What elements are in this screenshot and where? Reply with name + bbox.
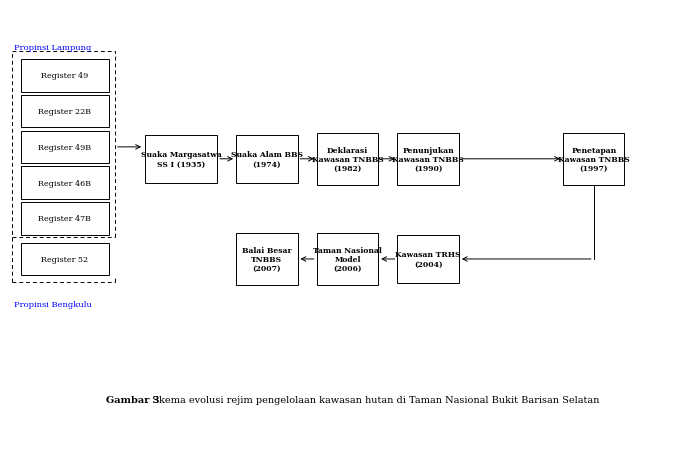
Text: Suaka Alam BBS
(1974): Suaka Alam BBS (1974) — [231, 151, 303, 168]
Text: Penetapan
Kawasan TNBBS
(1997): Penetapan Kawasan TNBBS (1997) — [558, 146, 629, 173]
FancyBboxPatch shape — [21, 60, 109, 92]
Text: Register 47B: Register 47B — [38, 215, 92, 223]
Text: Register 46B: Register 46B — [38, 179, 92, 187]
FancyBboxPatch shape — [317, 233, 378, 286]
FancyBboxPatch shape — [236, 136, 298, 183]
Text: Register 52: Register 52 — [42, 256, 88, 263]
Text: Suaka Margasatwa
SS I (1935): Suaka Margasatwa SS I (1935) — [141, 151, 222, 168]
Text: Taman Nasional
Model
(2006): Taman Nasional Model (2006) — [313, 246, 382, 273]
FancyBboxPatch shape — [317, 133, 378, 186]
FancyBboxPatch shape — [21, 167, 109, 199]
FancyBboxPatch shape — [21, 131, 109, 164]
FancyBboxPatch shape — [397, 236, 459, 283]
Text: Deklarasi
Kawasan TNBBS
(1982): Deklarasi Kawasan TNBBS (1982) — [312, 146, 383, 173]
Text: Kawasan TRHS
(2004): Kawasan TRHS (2004) — [395, 251, 461, 268]
Text: Register 49: Register 49 — [41, 72, 89, 80]
FancyBboxPatch shape — [397, 133, 459, 186]
Text: Propinsi Bengkulu: Propinsi Bengkulu — [14, 300, 92, 308]
Text: Gambar 3: Gambar 3 — [106, 396, 159, 404]
FancyBboxPatch shape — [146, 136, 218, 183]
Text: Propinsi Lampung: Propinsi Lampung — [14, 44, 91, 51]
FancyBboxPatch shape — [21, 243, 109, 276]
Text: Penunjukan
Kawasan TNBBS
(1990): Penunjukan Kawasan TNBBS (1990) — [393, 146, 464, 173]
FancyBboxPatch shape — [21, 203, 109, 235]
FancyBboxPatch shape — [236, 233, 298, 286]
Text: Register 49B: Register 49B — [38, 144, 92, 151]
FancyBboxPatch shape — [563, 133, 624, 186]
Text: Register 22B: Register 22B — [38, 108, 92, 116]
Text: . Skema evolusi rejim pengelolaan kawasan hutan di Taman Nasional Bukit Barisan : . Skema evolusi rejim pengelolaan kawasa… — [146, 396, 599, 404]
FancyBboxPatch shape — [21, 96, 109, 128]
Text: Balai Besar
TNBBS
(2007): Balai Besar TNBBS (2007) — [242, 246, 291, 273]
